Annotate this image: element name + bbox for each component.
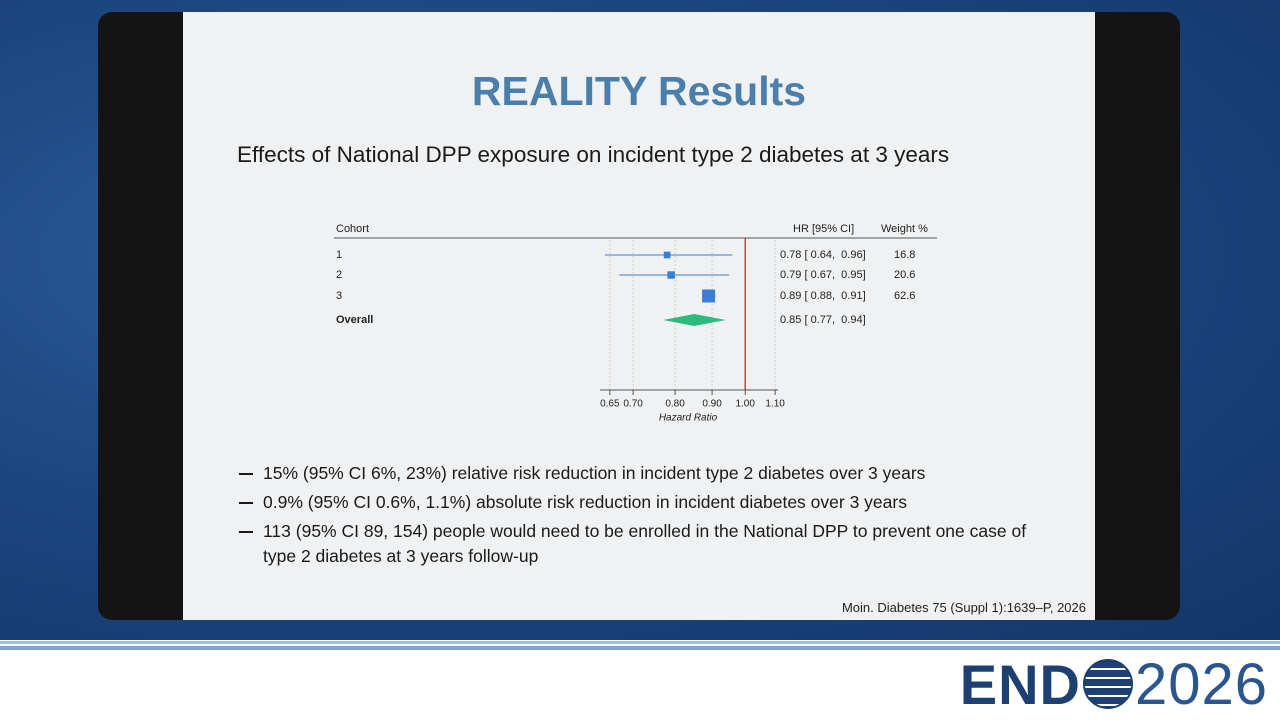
stripe [0,641,1280,650]
estimate-label: 0.89 [ 0.88, 0.91] [780,290,866,302]
logo-left: END [959,652,1081,716]
slide: REALITY Results Effects of National DPP … [183,12,1095,620]
x-tick-label: 0.65 [600,399,620,410]
overall-estimate-label: 0.85 [ 0.77, 0.94] [780,314,866,326]
column-header: HR [95% CI] [793,223,854,235]
estimate-square [702,289,716,303]
cohort-label: 1 [336,249,342,261]
bullet: 15% (95% CI 6%, 23%) relative risk reduc… [237,461,1027,486]
overall-diamond [663,314,726,326]
x-tick-label: 1.00 [735,399,755,410]
bullet: 113 (95% CI 89, 154) people would need t… [237,519,1027,569]
slide-subtitle: Effects of National DPP exposure on inci… [237,142,950,167]
logo-globe [1082,659,1133,709]
weight-label: 62.6 [894,290,915,302]
x-axis-label: Hazard Ratio [659,413,718,424]
estimate-label: 0.78 [ 0.64, 0.96] [780,249,866,261]
bullet-list: 15% (95% CI 6%, 23%) relative risk reduc… [237,461,1027,573]
logo: END 2026 [959,652,1268,717]
x-tick-label: 0.80 [665,399,685,410]
estimate-square [663,251,671,259]
cohort-label: 2 [336,269,342,281]
cohort-label: 3 [336,290,342,302]
weight-label: 20.6 [894,269,915,281]
overall-label: Overall [336,314,373,326]
weight-label: 16.8 [894,249,915,261]
column-header: Cohort [336,223,369,235]
x-tick-label: 0.70 [623,399,643,410]
estimate-label: 0.79 [ 0.67, 0.95] [780,269,866,281]
estimate-square [667,271,675,279]
bullet: 0.9% (95% CI 0.6%, 1.1%) absolute risk r… [237,490,1027,515]
logo-right: 2026 [1134,651,1268,717]
column-header: Weight % [881,223,928,235]
slide-title: REALITY Results [471,68,807,114]
citation: Moin. Diabetes 75 (Suppl 1):1639–P, 2026 [841,600,1086,615]
x-tick-label: 1.10 [765,399,785,410]
x-tick-label: 0.90 [702,399,722,410]
